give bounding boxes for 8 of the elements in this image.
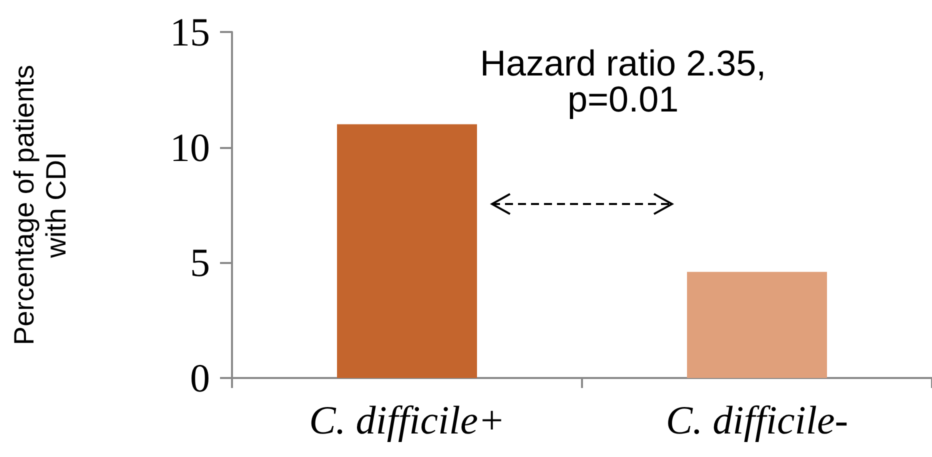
x-tick-label: C. difficile+ [309, 398, 505, 442]
y-tick-label: 0 [190, 356, 210, 400]
y-tick-label: 10 [170, 124, 210, 170]
x-tick-label: C. difficile- [666, 398, 848, 442]
y-tick-label: 15 [170, 10, 210, 54]
y-axis-title: Percentage of patients with CDI [8, 64, 72, 346]
annotation: Hazard ratio 2.35, p=0.01 [480, 42, 766, 120]
y-tick-label: 5 [190, 240, 210, 286]
